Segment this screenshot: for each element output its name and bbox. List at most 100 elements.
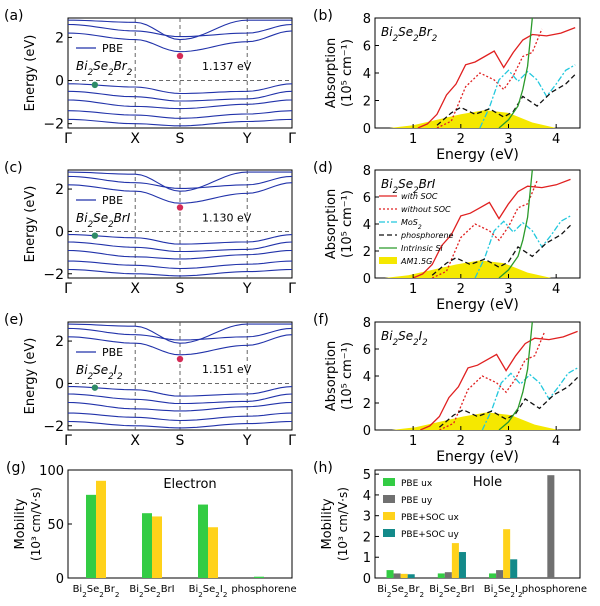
legend-label: PBE uy [401,496,433,506]
x-tick-label: 1 [409,132,417,147]
panel-letter: (f) [313,312,329,328]
hole-mobility-chart: Bi2Se2Br2 Bi2Se2BrI Bi2Se2I2 phosphorene 0 1 2… [313,460,587,599]
bar [496,570,504,578]
valence-band [68,234,293,245]
legend-label: without SOC [401,205,451,214]
legend-label: PBE [102,346,123,359]
panel-letter: (g) [6,460,26,476]
bar [510,559,518,578]
legend-swatch [379,257,397,264]
plot-frame [374,169,581,279]
cbm-point [176,204,184,211]
compound-label: Bi2Se2Br2 [76,59,132,78]
electron-mobility-chart: Bi2Se2Br2 Bi2Se2BrI Bi2Se2I2 phosphorene 0 50… [6,460,297,599]
valence-band [67,420,293,429]
bar [254,576,264,578]
plot-frame [374,321,581,431]
x-tick-label: Bi2Se2BrI [129,584,174,599]
chart-title: Hole [473,475,502,490]
y-tick-label: −2 [43,419,64,435]
valence-band [67,249,293,260]
bar [86,494,96,578]
y-tick-label: 0 [363,424,371,439]
absorption-series-line [474,215,571,278]
band-gap-label: 1.151 eV [202,363,252,376]
y-tick-label: 6 [363,343,371,358]
y-tick-label: 0 [56,572,64,587]
y-tick-label: 0 [363,572,371,587]
x-tick-label: Bi2Se2I2 [189,584,228,599]
compound-label: Bi2Se2BrI [381,177,436,196]
valence-band [67,393,293,405]
x-axis-label: Energy (eV) [436,147,519,163]
y-tick-label: 0 [363,122,371,137]
x-tick-label: 4 [552,282,560,297]
conduction-band [67,30,293,53]
x-tick-label: phosphorene [522,584,587,595]
y-tick-label: 3 [363,510,371,525]
x-tick-label: Bi2Se2Br2 [377,584,424,599]
y-tick-label: 6 [363,191,371,206]
y-tick-label: 2 [363,530,371,545]
legend-swatch [383,478,395,486]
bar [400,573,408,578]
bar [437,573,445,578]
legend-label: PBE [102,194,123,207]
y-tick-label: 2 [363,397,371,412]
absorption-series-line [431,180,538,278]
legend-swatch [383,495,395,503]
legend-label: PBE [102,42,123,55]
y-tick-label: 0 [55,74,64,90]
bar [208,527,218,578]
x-tick-label: Bi2Se2BrI [429,584,474,599]
y-axis-label: Energy (eV) [23,186,38,263]
x-tick-label: 2 [457,282,465,297]
valence-band [68,118,293,127]
y-axis-label: Energy (eV) [23,338,38,415]
bar [444,572,452,578]
bar [503,529,511,578]
absorption-panel: 1 2 3 4 0 2 4 6 8 Energy (eV) Absorption (10⁵ cm⁻¹)… [313,8,581,163]
kpoint-tick-label: S [176,281,185,297]
y-tick-label: 0 [55,376,64,392]
panel-letter: (c) [4,160,23,176]
vbm-point [91,232,99,239]
x-tick-label: 2 [457,132,465,147]
kpoint-tick-label: Γ [64,433,72,449]
kpoint-tick-label: Y [242,131,252,147]
absorption-series-line [431,224,571,276]
legend-label: phosphorene [400,231,454,240]
plot-frame [374,469,581,579]
legend-label: with SOC [401,192,438,201]
legend-swatch [383,512,395,520]
panel-letter: (b) [313,8,333,24]
absorption-series-line [420,330,578,430]
y-tick-label: 8 [363,316,371,331]
absorption-series-line [436,28,543,128]
panel-letter: (d) [313,160,333,176]
legend-label: PBE+SOC ux [401,513,459,523]
panel-letter: (e) [4,312,24,328]
y-axis-unit-label: (10³ cm/V·s) [29,487,43,561]
bar [489,573,497,578]
valence-band [67,401,293,412]
y-axis-unit-label: (10⁵ cm⁻¹) [340,190,355,258]
y-tick-label: 8 [363,164,371,179]
conduction-band [67,171,292,192]
x-tick-label: 4 [552,132,560,147]
y-tick-label: 0 [363,272,371,287]
y-axis-unit-label: (10⁵ cm⁻¹) [340,39,355,107]
kpoint-tick-label: S [176,131,185,147]
bar [386,570,394,578]
valence-band [67,110,293,119]
panel-letter: (a) [4,8,24,24]
cbm-point [176,355,184,363]
absorption-series-line [498,170,533,278]
absorption-panel: 1 2 3 4 0 2 4 6 8 Energy (eV) Absorption (10⁵ cm⁻¹)… [313,160,581,313]
am15g-area [391,412,559,430]
y-axis-unit-label: (10⁵ cm⁻¹) [340,342,355,410]
vbm-point [91,384,99,391]
y-tick-label: 2 [363,95,371,110]
